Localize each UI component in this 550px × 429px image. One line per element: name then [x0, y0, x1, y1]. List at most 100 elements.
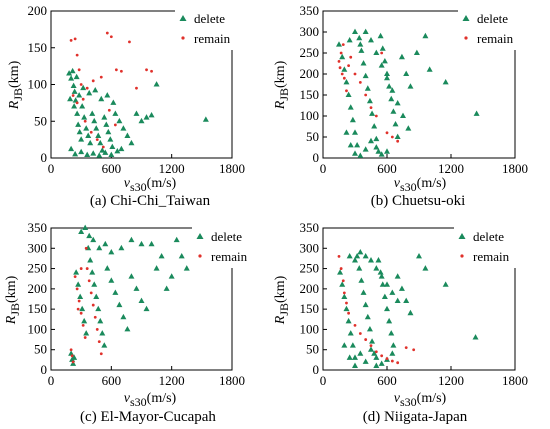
data-point-remain [91, 303, 95, 307]
data-point-delete [345, 91, 352, 97]
data-point-delete [173, 236, 180, 243]
legend-marker-remain [460, 254, 464, 258]
data-point-delete [95, 132, 102, 138]
data-point-delete [373, 265, 380, 271]
data-point-delete [336, 41, 342, 47]
legend-label-delete: delete [211, 229, 242, 244]
y-tick-label: 100 [28, 321, 48, 336]
data-point-delete [377, 269, 384, 275]
legend-label-delete: delete [194, 11, 225, 26]
y-axis-label: RJB(km) [4, 275, 22, 325]
data-point-delete [378, 151, 385, 157]
data-point-delete [352, 362, 358, 368]
data-point-remain [71, 360, 75, 364]
data-point-delete [97, 317, 104, 324]
data-point-delete [394, 273, 401, 279]
data-point-remain [101, 145, 105, 149]
data-point-remain [128, 40, 131, 44]
data-point-delete [386, 317, 393, 324]
data-point-delete [337, 269, 344, 275]
data-point-delete [442, 79, 449, 85]
data-point-delete [83, 330, 90, 336]
data-point-remain [89, 291, 93, 295]
chart-panel-1: 0 600 1200 1800 0 50 100 150 200 250 300 350 delete r… [273, 3, 528, 209]
data-point-delete [163, 285, 170, 291]
y-tick-label: 250 [28, 261, 48, 276]
data-point-remain [107, 108, 111, 112]
data-point-delete [91, 117, 98, 124]
data-point-delete [148, 240, 155, 247]
data-point-delete [373, 49, 380, 55]
data-point-delete [68, 350, 75, 356]
data-point-remain [374, 114, 378, 118]
data-point-remain [76, 307, 80, 311]
y-axis-label: RJB(km) [7, 60, 25, 110]
data-point-delete [360, 289, 367, 295]
data-point-delete [76, 128, 83, 135]
data-point-remain [89, 130, 93, 134]
legend-label-delete: delete [473, 229, 504, 244]
data-point-remain [338, 66, 342, 70]
data-point-remain [69, 39, 73, 42]
legend-label-remain: remain [211, 249, 248, 264]
data-point-delete [384, 281, 390, 287]
legend-marker-remain [198, 254, 202, 258]
data-point-delete [72, 97, 79, 103]
y-tick-label: 100 [300, 108, 320, 123]
data-point-remain [385, 131, 389, 135]
y-tick-label: 0 [41, 150, 48, 165]
plot-frame [322, 227, 516, 371]
data-point-delete [124, 326, 131, 332]
x-tick-label: 1200 [159, 161, 185, 176]
data-point-delete [79, 305, 86, 312]
data-point-delete [93, 293, 100, 299]
data-point-delete [93, 125, 100, 131]
legend-marker-delete [196, 233, 204, 239]
data-point-delete [73, 73, 80, 80]
x-tick-label: 600 [377, 373, 397, 388]
data-point-remain [369, 344, 373, 348]
data-point-remain [84, 246, 88, 250]
data-point-delete [472, 334, 479, 340]
legend-marker-delete [179, 15, 187, 21]
data-point-remain [83, 336, 87, 339]
data-point-delete [105, 128, 112, 135]
data-point-delete [381, 293, 388, 299]
data-point-delete [403, 70, 410, 76]
data-point-delete [112, 110, 119, 116]
data-point-delete [352, 28, 358, 34]
data-point-delete [71, 354, 78, 360]
data-point-remain [353, 323, 357, 327]
y-tick-label: 50 [306, 129, 319, 144]
x-tick-label: 600 [102, 373, 122, 388]
data-point-delete [120, 125, 127, 131]
data-point-delete [80, 84, 87, 91]
data-point-delete [91, 281, 98, 287]
y-tick-label: 200 [300, 281, 320, 296]
chart-panel-2: 0 600 1200 1800 0 50 100 150 200 250 300 350 delete r… [4, 220, 254, 425]
y-tick-label: 50 [306, 342, 319, 357]
data-point-remain [380, 51, 384, 55]
data-point-remain [87, 279, 91, 283]
data-point-delete [73, 269, 80, 275]
legend-label-remain: remain [477, 31, 514, 46]
data-point-remain [341, 43, 345, 46]
data-point-delete [347, 142, 354, 148]
data-point-remain [369, 106, 373, 109]
data-point-delete [379, 45, 386, 51]
data-point-delete [86, 232, 93, 239]
data-point-delete [133, 285, 140, 291]
y-tick-label: 150 [300, 87, 320, 102]
y-tick-label: 150 [300, 301, 320, 316]
data-point-delete [98, 95, 105, 102]
data-point-delete [128, 273, 135, 279]
data-point-delete [95, 305, 102, 312]
data-point-delete [343, 305, 350, 312]
data-point-delete [90, 150, 97, 156]
data-point-remain [364, 93, 368, 97]
data-point-delete [118, 244, 125, 251]
data-point-delete [356, 265, 363, 271]
data-point-delete [362, 301, 369, 308]
data-point-delete [360, 60, 367, 66]
